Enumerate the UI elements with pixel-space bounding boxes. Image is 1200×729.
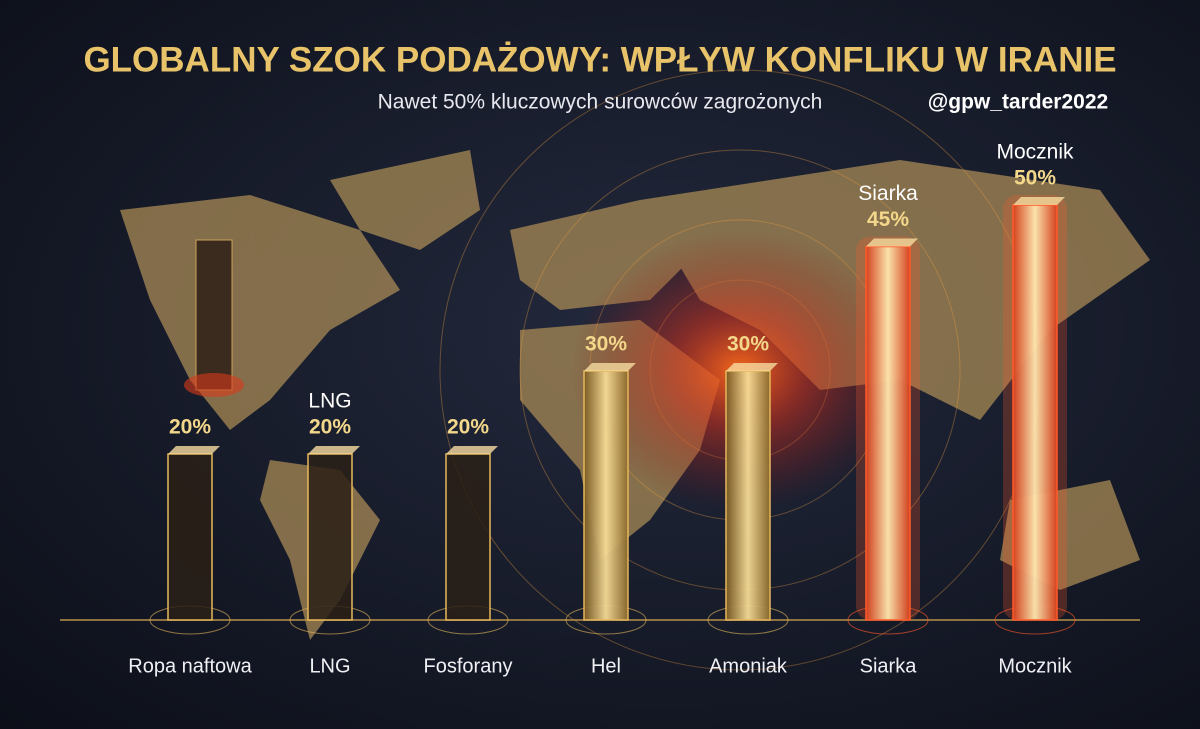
bar-cap (1013, 197, 1065, 205)
bar (167, 453, 213, 621)
bar-cap (308, 446, 360, 454)
top-label: Mocznik (996, 141, 1074, 164)
bar-cap (168, 446, 220, 454)
value-label: 20% (447, 416, 489, 439)
chart-title: GLOBALNY SZOK PODAŻOWY: WPŁYW KONFLIKU W… (83, 40, 1116, 79)
bar-cap (584, 363, 636, 371)
x-tick-label: Siarka (860, 655, 918, 677)
x-tick-label: Amoniak (709, 655, 788, 677)
x-tick-label: LNG (309, 655, 350, 677)
x-tick-label: Hel (591, 655, 621, 677)
value-label: 20% (309, 416, 351, 439)
bar (1012, 204, 1058, 621)
x-tick-label: Ropa naftowa (128, 655, 252, 677)
decor-bar (184, 239, 244, 397)
x-tick-label: Fosforany (424, 655, 513, 677)
value-label: 30% (585, 333, 627, 356)
x-tick-label: Mocznik (998, 655, 1072, 677)
bar (725, 370, 771, 621)
chart-subtitle: Nawet 50% kluczowych surowców zagrożonyc… (378, 91, 823, 114)
value-label: 20% (169, 416, 211, 439)
top-label: LNG (308, 390, 351, 413)
value-label: 45% (867, 208, 909, 231)
top-label: Siarka (858, 182, 918, 205)
bar-cap (446, 446, 498, 454)
bar (307, 453, 353, 621)
bar (583, 370, 629, 621)
bar (445, 453, 491, 621)
bar-cap (866, 238, 918, 247)
value-label: 50% (1014, 167, 1056, 190)
author: @gpw_tarder2022 (928, 91, 1108, 114)
value-label: 30% (727, 333, 769, 356)
bar-cap (726, 363, 778, 371)
bar (865, 245, 911, 621)
